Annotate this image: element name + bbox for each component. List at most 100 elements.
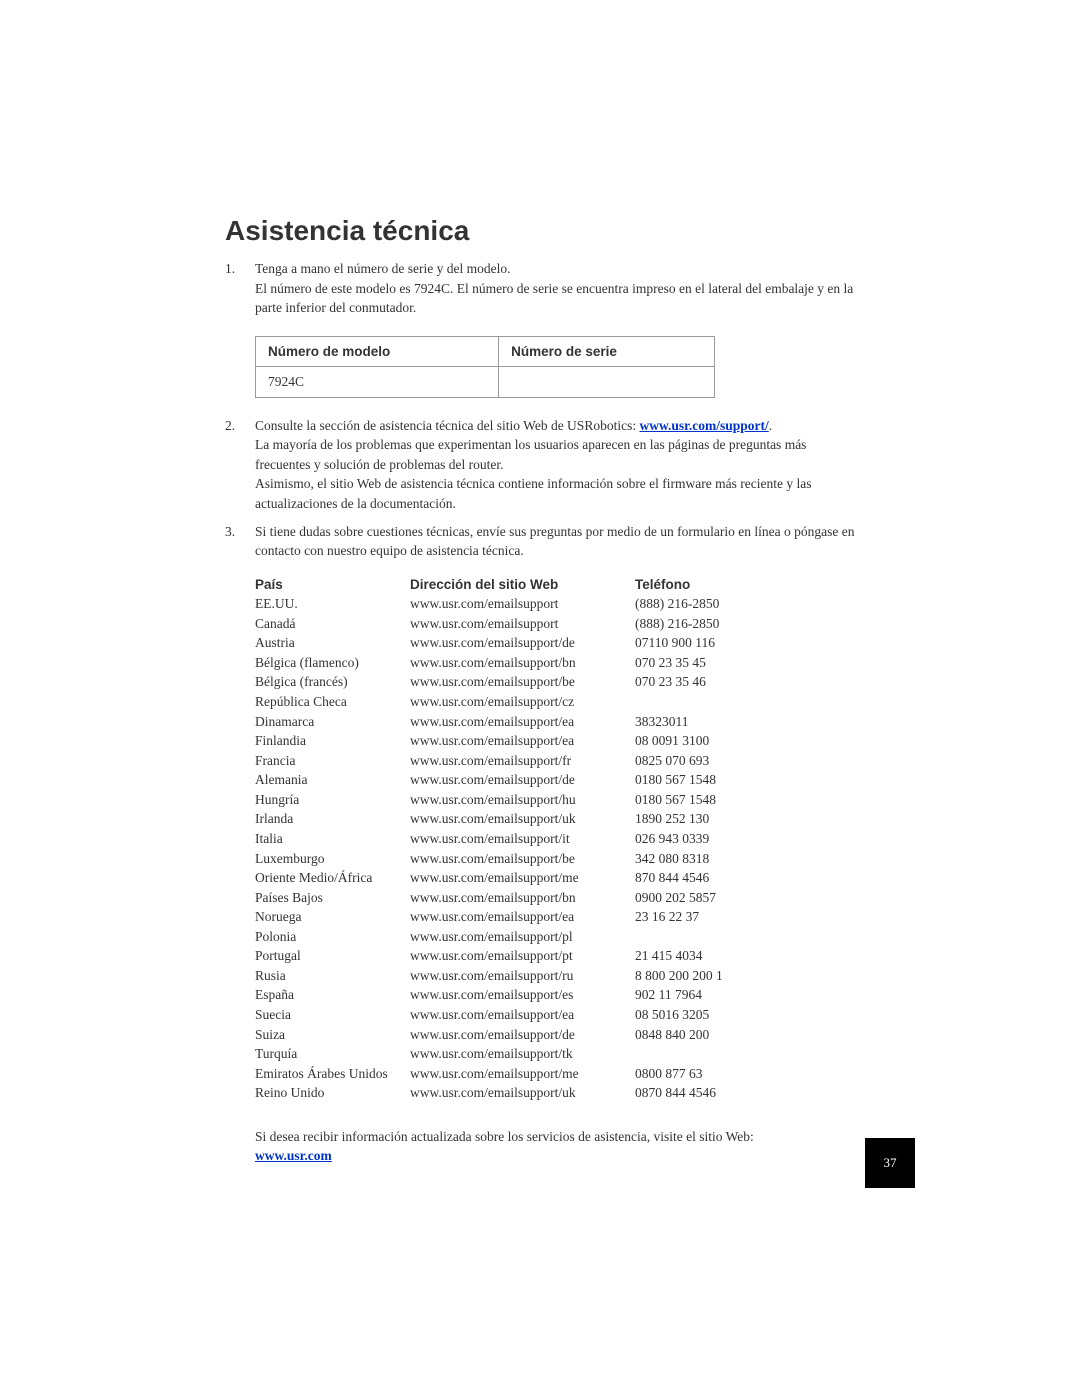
phone-cell: 0870 844 4546 [635, 1083, 865, 1103]
phone-cell: 0900 202 5857 [635, 888, 865, 908]
list-text: . [769, 418, 772, 433]
support-row: Turquíawww.usr.com/emailsupport/tk [255, 1044, 865, 1064]
list-body: Consulte la sección de asistencia técnic… [255, 416, 865, 514]
country-cell: Turquía [255, 1044, 410, 1064]
phone-cell: 026 943 0339 [635, 829, 865, 849]
list-text: Asimismo, el sitio Web de asistencia téc… [255, 476, 811, 511]
support-link[interactable]: www.usr.com/support/ [639, 418, 768, 433]
web-cell: www.usr.com/emailsupport/be [410, 672, 635, 692]
phone-cell: 0800 877 63 [635, 1064, 865, 1084]
phone-cell: (888) 216-2850 [635, 614, 865, 634]
country-cell: Bélgica (francés) [255, 672, 410, 692]
phone-cell: 870 844 4546 [635, 868, 865, 888]
phone-header: Teléfono [635, 575, 865, 595]
list-body: Si tiene dudas sobre cuestiones técnicas… [255, 522, 865, 561]
footer-text: Si desea recibir información actualizada… [255, 1129, 754, 1144]
support-row: Irlandawww.usr.com/emailsupport/uk1890 2… [255, 809, 865, 829]
support-row: Hungríawww.usr.com/emailsupport/hu0180 5… [255, 790, 865, 810]
support-row: EE.UU.www.usr.com/emailsupport(888) 216-… [255, 594, 865, 614]
country-header: País [255, 575, 410, 595]
model-value: 7924C [256, 366, 499, 397]
country-cell: Alemania [255, 770, 410, 790]
web-header: Dirección del sitio Web [410, 575, 635, 595]
phone-cell [635, 927, 865, 947]
country-cell: Suecia [255, 1005, 410, 1025]
country-cell: Dinamarca [255, 712, 410, 732]
web-cell: www.usr.com/emailsupport/ea [410, 731, 635, 751]
country-cell: Austria [255, 633, 410, 653]
country-cell: Bélgica (flamenco) [255, 653, 410, 673]
support-row: Finlandiawww.usr.com/emailsupport/ea08 0… [255, 731, 865, 751]
country-cell: EE.UU. [255, 594, 410, 614]
list-number: 2. [225, 416, 255, 514]
country-cell: Rusia [255, 966, 410, 986]
page-title: Asistencia técnica [225, 215, 865, 247]
support-row: Dinamarcawww.usr.com/emailsupport/ea3832… [255, 712, 865, 732]
country-cell: Finlandia [255, 731, 410, 751]
list-body: Tenga a mano el número de serie y del mo… [255, 259, 865, 318]
web-cell: www.usr.com/emailsupport [410, 594, 635, 614]
web-cell: www.usr.com/emailsupport/be [410, 849, 635, 869]
web-cell: www.usr.com/emailsupport/ea [410, 1005, 635, 1025]
list-item: 1. Tenga a mano el número de serie y del… [225, 259, 865, 318]
support-row: Países Bajoswww.usr.com/emailsupport/bn0… [255, 888, 865, 908]
web-cell: www.usr.com/emailsupport/ru [410, 966, 635, 986]
web-cell: www.usr.com/emailsupport/it [410, 829, 635, 849]
list-text: La mayoría de los problemas que experime… [255, 437, 806, 472]
document-page: Asistencia técnica 1. Tenga a mano el nú… [0, 0, 1080, 1166]
support-row: Bélgica (francés)www.usr.com/emailsuppor… [255, 672, 865, 692]
usr-link[interactable]: www.usr.com [255, 1148, 332, 1163]
web-cell: www.usr.com/emailsupport/fr [410, 751, 635, 771]
web-cell: www.usr.com/emailsupport/me [410, 1064, 635, 1084]
country-cell: Portugal [255, 946, 410, 966]
country-cell: República Checa [255, 692, 410, 712]
web-cell: www.usr.com/emailsupport/pl [410, 927, 635, 947]
country-cell: Italia [255, 829, 410, 849]
web-cell: www.usr.com/emailsupport/de [410, 1025, 635, 1045]
support-row: Franciawww.usr.com/emailsupport/fr0825 0… [255, 751, 865, 771]
web-cell: www.usr.com/emailsupport/de [410, 770, 635, 790]
support-row: Bélgica (flamenco)www.usr.com/emailsuppo… [255, 653, 865, 673]
support-row: Noruegawww.usr.com/emailsupport/ea23 16 … [255, 907, 865, 927]
support-row: Españawww.usr.com/emailsupport/es902 11 … [255, 985, 865, 1005]
web-cell: www.usr.com/emailsupport/ea [410, 907, 635, 927]
support-row: Sueciawww.usr.com/emailsupport/ea08 5016… [255, 1005, 865, 1025]
web-cell: www.usr.com/emailsupport/hu [410, 790, 635, 810]
country-cell: Hungría [255, 790, 410, 810]
web-cell: www.usr.com/emailsupport/me [410, 868, 635, 888]
list-text: Si tiene dudas sobre cuestiones técnicas… [255, 524, 854, 559]
support-rows-container: EE.UU.www.usr.com/emailsupport(888) 216-… [255, 594, 865, 1103]
phone-cell: 902 11 7964 [635, 985, 865, 1005]
phone-cell: 0180 567 1548 [635, 770, 865, 790]
support-row: Emiratos Árabes Unidoswww.usr.com/emails… [255, 1064, 865, 1084]
support-row: Suizawww.usr.com/emailsupport/de0848 840… [255, 1025, 865, 1045]
phone-cell: 23 16 22 37 [635, 907, 865, 927]
web-cell: www.usr.com/emailsupport/uk [410, 1083, 635, 1103]
list-number: 1. [225, 259, 255, 318]
phone-cell: 21 415 4034 [635, 946, 865, 966]
phone-cell [635, 1044, 865, 1064]
serial-value [499, 366, 715, 397]
country-cell: Irlanda [255, 809, 410, 829]
web-cell: www.usr.com/emailsupport/es [410, 985, 635, 1005]
support-row: Oriente Medio/Áfricawww.usr.com/emailsup… [255, 868, 865, 888]
support-contacts-table: País Dirección del sitio Web Teléfono EE… [255, 575, 865, 1103]
page-number-badge: 37 [865, 1138, 915, 1188]
support-row: Reino Unidowww.usr.com/emailsupport/uk08… [255, 1083, 865, 1103]
list-text: El número de este modelo es 7924C. El nú… [255, 281, 853, 316]
country-cell: Noruega [255, 907, 410, 927]
phone-cell: 0180 567 1548 [635, 790, 865, 810]
phone-cell: 1890 252 130 [635, 809, 865, 829]
model-serial-table: Número de modelo Número de serie 7924C [255, 336, 715, 398]
list-number: 3. [225, 522, 255, 561]
list-text: Tenga a mano el número de serie y del mo… [255, 261, 510, 276]
phone-cell: 08 5016 3205 [635, 1005, 865, 1025]
list-item: 2. Consulte la sección de asistencia téc… [225, 416, 865, 514]
table-row: 7924C [256, 366, 715, 397]
model-header: Número de modelo [256, 336, 499, 366]
phone-cell: (888) 216-2850 [635, 594, 865, 614]
phone-cell: 0848 840 200 [635, 1025, 865, 1045]
phone-cell: 070 23 35 45 [635, 653, 865, 673]
country-cell: Países Bajos [255, 888, 410, 908]
page-number: 37 [884, 1155, 897, 1171]
